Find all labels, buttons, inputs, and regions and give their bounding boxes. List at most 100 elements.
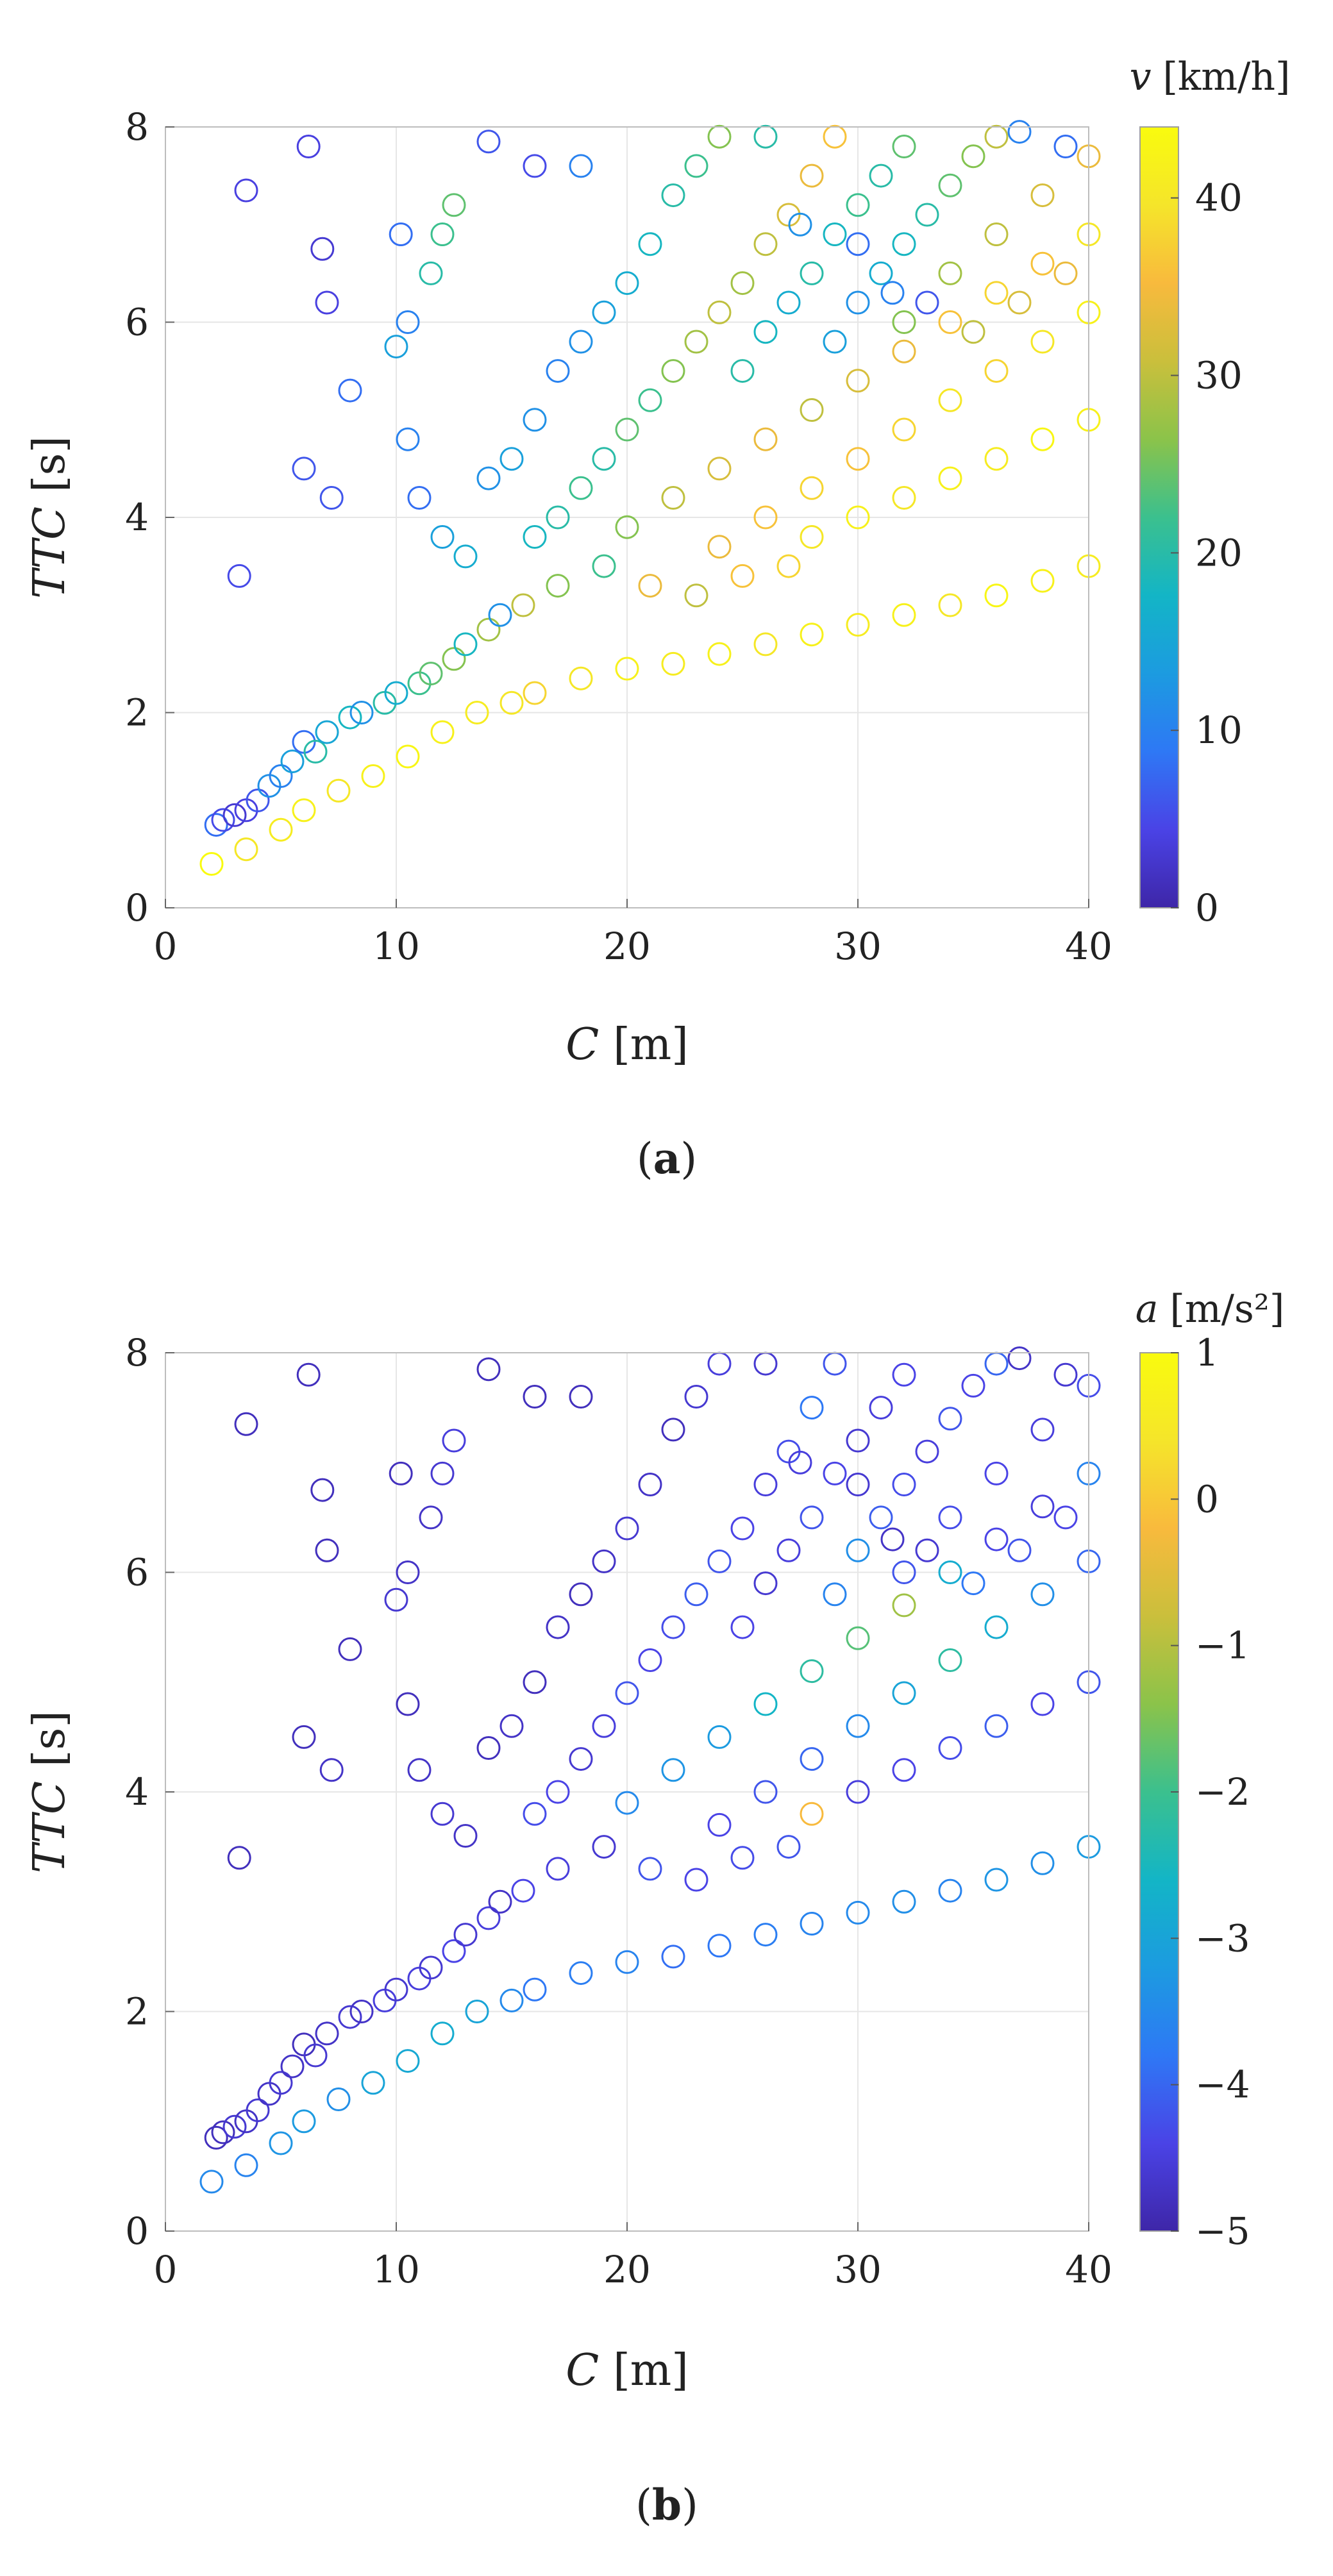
scatter-point xyxy=(776,554,801,578)
scatter-point xyxy=(389,1461,413,1485)
scatter-point xyxy=(569,476,593,500)
scatter-point xyxy=(269,2131,293,2155)
scatter-point xyxy=(1030,330,1055,354)
scatter-point xyxy=(1007,120,1032,144)
x-tick-label: 0 xyxy=(154,2248,178,2291)
scatter-point xyxy=(465,701,489,724)
scatter-point xyxy=(523,1977,547,2002)
scatter-point xyxy=(984,1615,1009,1639)
scatter-point xyxy=(892,486,916,510)
colorbar-tick-label: 1 xyxy=(1195,1331,1219,1375)
y-tick-label: 4 xyxy=(125,1770,149,1814)
scatter-point xyxy=(476,466,501,490)
scatter-point xyxy=(684,330,708,354)
scatter-point xyxy=(199,852,224,876)
scatter-point xyxy=(800,476,824,500)
scatter-point xyxy=(961,1373,985,1398)
scatter-point xyxy=(338,705,362,730)
scatter-point xyxy=(800,525,824,549)
colorbar-title-unit: [m/s²] xyxy=(1170,1287,1285,1332)
y-tick-label: 0 xyxy=(125,2209,149,2253)
scatter-point xyxy=(315,1538,339,1562)
scatter-point xyxy=(546,1780,570,1804)
scatter-point xyxy=(638,1473,662,1496)
scatter-point xyxy=(846,369,870,393)
scatter-panel-a: 0 10 20 30 40 0 2 4 6 8 C [m] TTC [s] 0 10 20 30 40 v [k… xyxy=(24,54,1290,1183)
scatter-point xyxy=(296,135,321,158)
scatter-point xyxy=(523,525,547,549)
scatter-point xyxy=(638,1648,662,1672)
colorbar-tick-label: 10 xyxy=(1195,708,1243,752)
scatter-point xyxy=(592,554,616,578)
scatter-point xyxy=(753,505,778,530)
scatter-point xyxy=(984,583,1009,608)
colorbar: −5 −4 −3 −2 −1 0 1 xyxy=(1139,1331,1250,2253)
x-tick-label: 30 xyxy=(834,924,882,968)
y-axis-label: TTC [s] xyxy=(24,1710,75,1873)
scatter-point xyxy=(984,1714,1009,1738)
scatter-point xyxy=(310,1478,335,1502)
scatter-point xyxy=(499,447,524,471)
scatter-point xyxy=(661,1945,685,1969)
scatter-point xyxy=(684,1385,708,1409)
scatter-point xyxy=(753,1923,778,1947)
scatter-point xyxy=(1053,261,1078,285)
y-tick-label: 0 xyxy=(125,886,149,930)
scatter-point xyxy=(280,749,305,774)
scatter-point xyxy=(396,744,420,769)
scatter-point xyxy=(915,203,939,227)
scatter-point xyxy=(1053,1362,1078,1387)
scatter-point xyxy=(1030,183,1055,208)
scatter-point xyxy=(292,456,316,481)
scatter-point xyxy=(984,1461,1009,1485)
scatter-point xyxy=(961,320,985,344)
scatter-point xyxy=(592,1835,616,1859)
scatter-point xyxy=(915,290,939,315)
x-tick-label: 0 xyxy=(154,924,178,968)
scatter-point xyxy=(846,193,870,217)
scatter-point xyxy=(338,2005,362,2029)
scatter-point xyxy=(319,1758,344,1782)
scatter-point xyxy=(569,1582,593,1607)
scatter-point xyxy=(1030,1418,1055,1442)
scatter-point xyxy=(234,837,258,862)
scatter-point xyxy=(227,564,251,588)
scatter-point xyxy=(246,2098,270,2123)
y-tick-label: 2 xyxy=(125,1990,149,2034)
scatter-point xyxy=(1007,1538,1032,1562)
scatter-point xyxy=(730,1846,755,1870)
scatter-point xyxy=(776,1835,801,1859)
x-tick-label: 10 xyxy=(373,924,420,968)
scatter-point xyxy=(384,1587,408,1612)
scatter-point xyxy=(938,1505,962,1530)
scatter-point xyxy=(204,813,228,837)
y-axis-label-var: TTC xyxy=(24,1781,75,1873)
caption-letter: b xyxy=(652,2480,682,2530)
scatter-point xyxy=(915,1538,939,1562)
x-axis-label-unit: [m] xyxy=(613,2345,689,2396)
scatter-point xyxy=(800,1912,824,1936)
scatter-point xyxy=(204,2125,228,2150)
scatter-point xyxy=(846,1538,870,1562)
y-tick-label: 2 xyxy=(125,691,149,735)
x-axis-label-var: C xyxy=(566,2345,599,2396)
scatter-point xyxy=(546,505,570,530)
scatter-point xyxy=(938,310,962,334)
scatter-point xyxy=(753,1473,778,1496)
scatter-point xyxy=(984,281,1009,305)
scatter-point xyxy=(246,789,270,812)
scatter-point xyxy=(1030,1582,1055,1607)
scatter-point xyxy=(707,1549,732,1573)
colorbar-tick-label: −3 xyxy=(1195,1916,1250,1960)
scatter-point xyxy=(615,657,639,681)
scatter-point xyxy=(846,1900,870,1925)
scatter-point xyxy=(292,798,316,823)
scatter-point xyxy=(476,130,501,154)
axis-ticks: 0 10 20 30 40 0 2 4 6 8 xyxy=(125,105,1112,968)
scatter-point xyxy=(511,593,535,617)
scatter-point xyxy=(800,1802,824,1826)
scatter-point xyxy=(546,1857,570,1881)
scatter-point xyxy=(846,232,870,256)
scatter-point xyxy=(269,2071,293,2095)
scatter-point xyxy=(753,1780,778,1804)
